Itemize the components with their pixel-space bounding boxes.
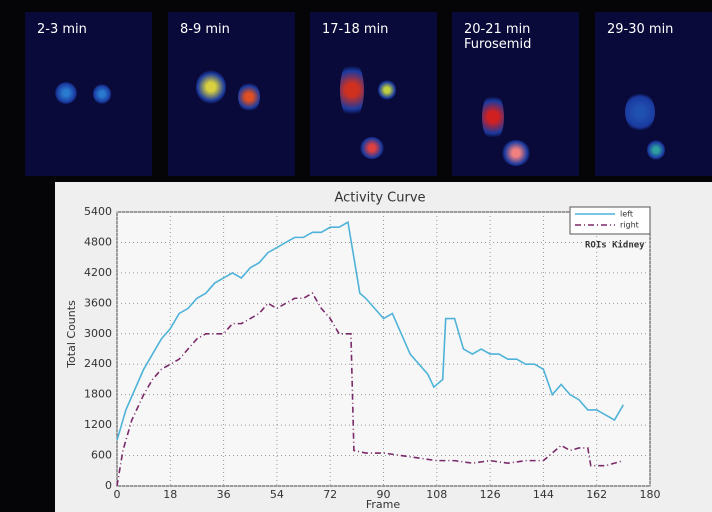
y-axis-label: Total Counts	[65, 300, 78, 369]
panel-sublabel: Furosemid	[464, 37, 532, 52]
scan-blob	[647, 140, 665, 160]
annotation: ROIs Kidney	[585, 240, 645, 251]
legend-label: left	[620, 210, 633, 219]
x-tick-label: 72	[323, 488, 337, 501]
x-tick-label: 54	[270, 488, 284, 501]
panel-label: 20-21 min Furosemid	[464, 22, 531, 52]
scan-blob	[360, 137, 384, 159]
panel-time: 2-3 min	[37, 22, 87, 37]
scan-panel: 8-9 min	[168, 12, 295, 176]
x-tick-label: 180	[640, 488, 661, 501]
y-tick-label: 2400	[84, 357, 112, 370]
y-tick-label: 4800	[84, 235, 112, 248]
x-tick-label: 18	[163, 488, 177, 501]
legend-label: right	[620, 221, 639, 230]
panel-label: 8-9 min	[180, 22, 230, 37]
panel-label: 29-30 min	[607, 22, 673, 37]
scan-blob	[340, 60, 364, 120]
y-tick-label: 4200	[84, 266, 112, 279]
x-tick-label: 0	[114, 488, 121, 501]
panel-time: 29-30 min	[607, 22, 674, 37]
y-tick-label: 1800	[84, 388, 112, 401]
x-tick-label: 36	[217, 488, 231, 501]
y-tick-label: 3600	[84, 296, 112, 309]
panel-time: 20-21 min	[464, 22, 531, 37]
scan-blob	[482, 92, 504, 142]
series-line	[116, 220, 625, 441]
scan-blob	[625, 92, 655, 132]
x-tick-label: 90	[377, 488, 391, 501]
scan-panel: 17-18 min	[310, 12, 437, 176]
x-tick-label: 126	[480, 488, 501, 501]
x-tick-label: 144	[533, 488, 554, 501]
scan-panel: 2-3 min	[25, 12, 152, 176]
panel-time: 8-9 min	[180, 22, 230, 37]
y-tick-label: 5400	[84, 205, 112, 218]
scan-panel: 20-21 min Furosemid	[452, 12, 579, 176]
legend-box	[569, 206, 651, 235]
panel-label: 17-18 min	[322, 22, 388, 37]
scan-blob	[238, 82, 260, 112]
panel-label: 2-3 min	[37, 22, 87, 37]
series-line	[116, 292, 624, 487]
scan-blob	[502, 140, 530, 166]
scan-blob	[378, 80, 396, 100]
y-tick-label: 1200	[84, 418, 112, 431]
panel-time: 17-18 min	[322, 22, 389, 37]
chart-title: Activity Curve	[334, 191, 425, 206]
scan-blob	[93, 84, 111, 104]
y-tick-label: 600	[91, 449, 112, 462]
scan-blob	[55, 82, 77, 104]
scan-blob	[196, 70, 226, 104]
x-tick-label: 108	[426, 488, 447, 501]
y-tick-label: 3000	[84, 327, 112, 340]
scan-panel: 29-30 min	[595, 12, 712, 176]
x-axis-label: Frame	[366, 498, 401, 511]
y-tick-label: 0	[105, 479, 112, 492]
x-tick-label: 162	[586, 488, 607, 501]
